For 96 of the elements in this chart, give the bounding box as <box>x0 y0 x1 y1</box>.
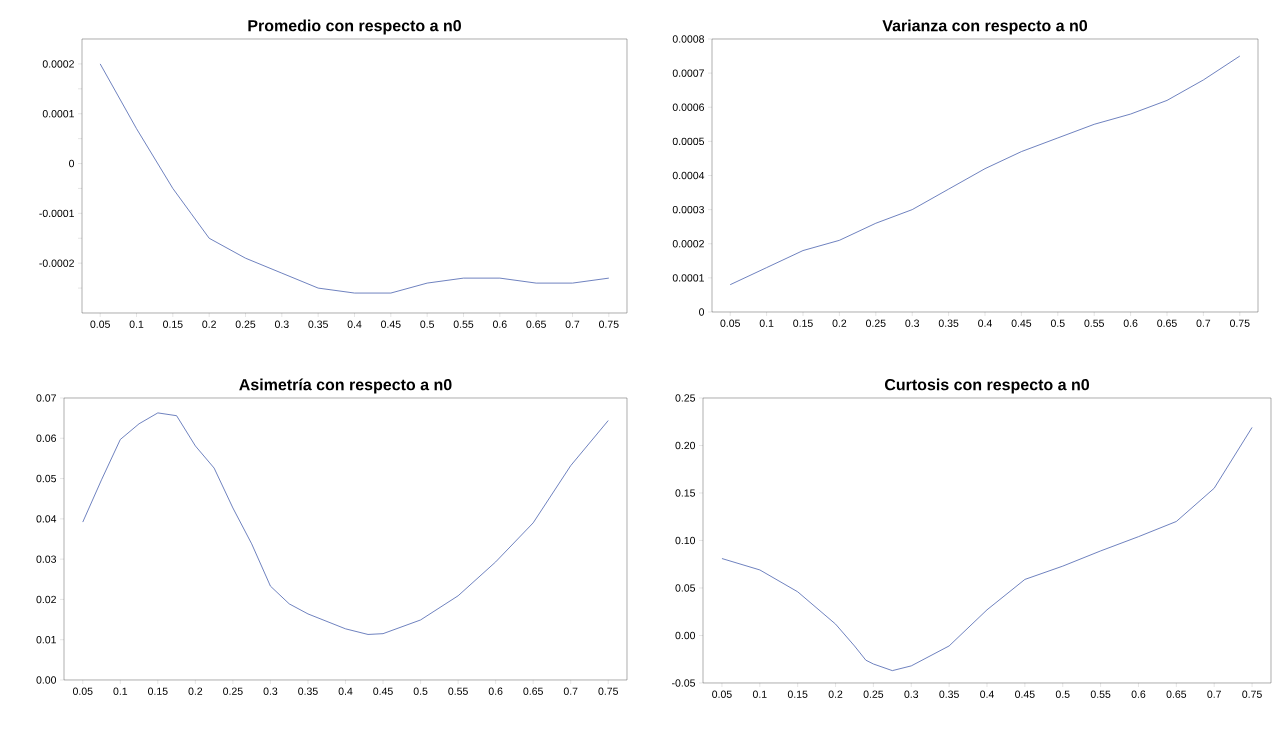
y-tick-label: 0.0007 <box>672 69 704 77</box>
x-tick-label: 0.2 <box>832 319 847 327</box>
x-tick-label: 0.45 <box>381 320 401 328</box>
x-tick-label: 0.75 <box>598 687 618 695</box>
x-tick-label: 0.1 <box>759 319 774 327</box>
x-tick-label: 0.1 <box>752 690 767 698</box>
x-tick-label: 0.05 <box>90 320 110 328</box>
y-tick-label: 0.10 <box>675 536 696 545</box>
chart-title: Curtosis con respecto a n0 <box>884 378 1090 394</box>
x-tick-label: 0.4 <box>980 690 994 698</box>
y-tick-label: 0.0001 <box>672 274 704 282</box>
x-tick-label: 0.65 <box>526 320 546 328</box>
x-tick-label: 0.65 <box>523 687 543 695</box>
x-tick-label: 0.15 <box>148 687 168 695</box>
chart-title: Asimetría con respecto a n0 <box>239 378 452 394</box>
x-tick-label: 0.05 <box>72 687 93 695</box>
x-tick-label: 0.2 <box>828 690 843 698</box>
x-tick-label: 0.4 <box>347 320 362 328</box>
x-tick-label: 0.25 <box>863 690 884 698</box>
x-tick-label: 0.25 <box>865 319 886 327</box>
y-tick-label: 0.0008 <box>672 35 705 43</box>
x-tick-label: 0.75 <box>1242 690 1262 698</box>
x-tick-label: 0.75 <box>1229 319 1250 327</box>
y-tick-label: 0.0002 <box>672 240 704 248</box>
y-tick-label: 0.05 <box>675 584 696 592</box>
x-tick-label: 0.05 <box>712 690 732 698</box>
line-series <box>729 55 1241 286</box>
y-tick-label: -0.0001 <box>39 209 74 218</box>
y-tick-label: 0.0006 <box>672 103 705 111</box>
y-tick-label: 0.07 <box>36 394 56 402</box>
x-tick-label: 0.5 <box>1050 319 1065 327</box>
x-tick-label: 0.3 <box>904 690 919 698</box>
x-tick-label: 0.6 <box>492 320 507 328</box>
x-tick-label: 0.55 <box>1084 319 1104 327</box>
x-tick-label: 0.6 <box>1131 690 1146 698</box>
line-series <box>721 427 1253 672</box>
x-tick-label: 0.75 <box>599 320 619 328</box>
x-tick-label: 0.45 <box>373 687 393 695</box>
x-tick-label: 0.45 <box>1011 319 1032 327</box>
x-tick-label: 0.5 <box>413 687 428 695</box>
y-tick-label: 0.00 <box>675 631 696 640</box>
x-tick-label: 0.4 <box>978 319 992 327</box>
x-tick-label: 0.15 <box>793 319 813 327</box>
x-tick-label: 0.7 <box>1207 690 1221 698</box>
x-tick-label: 0.35 <box>938 319 959 327</box>
x-tick-label: 0.35 <box>308 320 328 328</box>
x-tick-label: 0.1 <box>113 687 128 695</box>
x-tick-label: 0.45 <box>1015 690 1035 698</box>
x-tick-label: 0.7 <box>563 687 578 695</box>
y-tick-label: 0.04 <box>36 515 57 523</box>
x-tick-label: 0.55 <box>448 687 468 695</box>
x-tick-label: 0.55 <box>1090 690 1111 698</box>
x-tick-label: 0.15 <box>787 690 808 698</box>
y-tick-label: 0.03 <box>36 555 57 563</box>
x-tick-label: 0.6 <box>488 687 503 695</box>
y-tick-label: 0 <box>69 159 75 168</box>
y-tick-label: 0.0001 <box>42 110 74 118</box>
y-tick-label: 0.20 <box>675 441 696 450</box>
y-tick-label: 0.01 <box>36 635 56 644</box>
y-tick-label: 0.00 <box>36 676 57 684</box>
x-tick-label: 0.3 <box>905 319 920 327</box>
y-tick-label: 0.0004 <box>672 171 705 180</box>
x-tick-label: 0.25 <box>235 320 256 328</box>
y-tick-label: 0.25 <box>675 394 696 402</box>
x-tick-label: 0.7 <box>565 320 580 328</box>
x-tick-label: 0.25 <box>223 687 243 695</box>
x-tick-label: 0.05 <box>720 319 740 327</box>
y-tick-label: -0.05 <box>672 679 696 687</box>
x-tick-label: 0.35 <box>298 687 318 695</box>
chart-title: Varianza con respecto a n0 <box>882 19 1088 35</box>
x-tick-label: 0.5 <box>420 320 435 328</box>
y-tick-label: 0.02 <box>36 595 56 604</box>
y-tick-label: 0.0002 <box>42 60 74 68</box>
y-tick-label: 0.06 <box>36 434 57 442</box>
x-tick-label: 0.55 <box>453 320 474 328</box>
y-tick-label: 0 <box>699 308 705 316</box>
y-tick-label: 0.05 <box>36 474 57 483</box>
y-tick-label: 0.0003 <box>672 205 705 214</box>
x-tick-label: 0.5 <box>1055 690 1070 698</box>
x-tick-label: 0.15 <box>163 320 183 328</box>
x-tick-label: 0.4 <box>338 687 353 695</box>
x-tick-label: 0.1 <box>129 320 144 328</box>
y-tick-label: 0.0005 <box>672 137 705 146</box>
y-tick-label: 0.15 <box>675 489 696 497</box>
x-tick-label: 0.2 <box>202 320 216 328</box>
x-tick-label: 0.65 <box>1166 690 1187 698</box>
line-series <box>82 412 609 635</box>
x-tick-label: 0.2 <box>188 687 203 695</box>
x-tick-label: 0.6 <box>1123 319 1138 327</box>
x-tick-label: 0.65 <box>1157 319 1177 327</box>
x-tick-label: 0.35 <box>939 690 959 698</box>
x-tick-label: 0.7 <box>1196 319 1211 327</box>
x-tick-label: 0.3 <box>274 320 289 328</box>
y-tick-label: -0.0002 <box>39 259 74 267</box>
chart-title: Promedio con respecto a n0 <box>248 19 461 35</box>
x-tick-label: 0.3 <box>263 687 278 695</box>
